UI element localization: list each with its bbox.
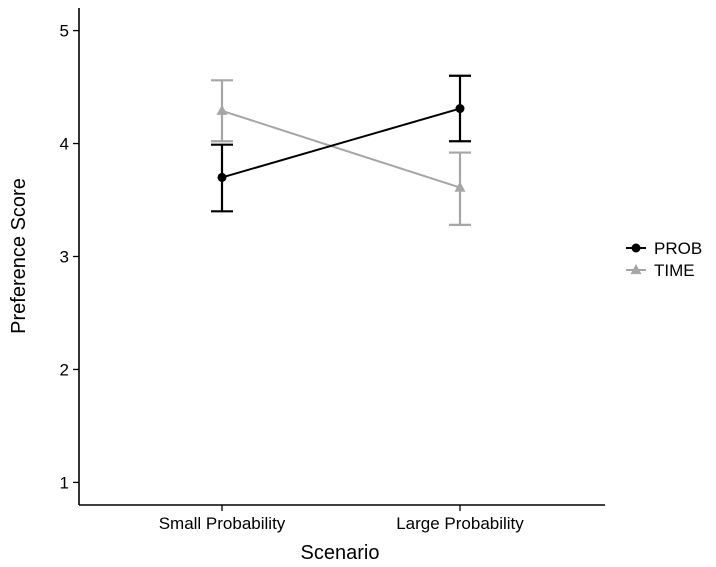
- series-time: [211, 79, 471, 226]
- x-axis-title: Scenario: [301, 542, 380, 564]
- legend-item-prob: PROB: [626, 239, 702, 258]
- y-tick-label: 3: [60, 248, 69, 267]
- data-point-time: [216, 104, 228, 115]
- x-tick-label: Small Probability: [159, 514, 286, 533]
- legend: PROB TIME: [626, 239, 702, 280]
- y-tick-label: 5: [60, 22, 69, 41]
- y-tick-label: 4: [60, 135, 69, 154]
- legend-label-prob: PROB: [654, 239, 702, 258]
- series-layer: [211, 74, 471, 226]
- legend-marker-prob: [631, 243, 641, 253]
- legend-marker-time: [630, 263, 642, 275]
- series-prob: [211, 74, 471, 213]
- axes: 1 2 3 4 5 Small Probability Large Probability: [60, 8, 605, 533]
- series-line-prob: [221, 107, 461, 179]
- y-tick-label: 2: [60, 360, 69, 379]
- y-axis-title: Preference Score: [8, 178, 30, 334]
- y-tick-label: 1: [60, 473, 69, 492]
- data-point-time: [454, 181, 466, 192]
- x-tick-label: Large Probability: [396, 514, 524, 533]
- data-point-prob: [455, 104, 465, 114]
- series-line-time: [221, 109, 461, 189]
- data-point-prob: [217, 172, 227, 182]
- legend-label-time: TIME: [654, 261, 695, 280]
- legend-item-time: TIME: [626, 261, 695, 280]
